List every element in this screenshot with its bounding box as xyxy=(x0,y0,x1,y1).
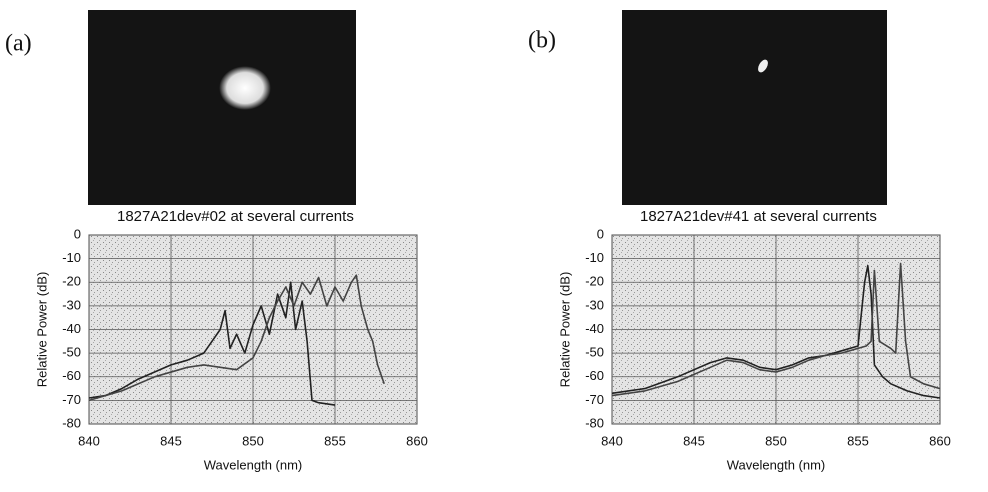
spectrum-line xyxy=(88,274,385,402)
spectrum-line xyxy=(611,264,941,399)
x-tick-label: 840 xyxy=(78,433,100,448)
chart-title: 1827A21dev#02 at several currents xyxy=(117,208,354,225)
emission-spot xyxy=(219,66,271,110)
y-axis-label: Relative Power (dB) xyxy=(34,272,49,388)
x-tick-label: 850 xyxy=(242,433,264,448)
y-tick-label: -40 xyxy=(585,321,604,336)
x-tick-label: 840 xyxy=(601,433,623,448)
x-tick-label: 845 xyxy=(160,433,182,448)
panel-label: (a) xyxy=(5,31,32,57)
spectrum-line xyxy=(88,281,336,406)
x-axis-label: Wavelength (nm) xyxy=(204,457,303,472)
x-tick-label: 860 xyxy=(406,433,428,448)
y-tick-label: -50 xyxy=(585,345,604,360)
spectrum-line xyxy=(611,262,941,397)
near-field-image xyxy=(622,10,887,205)
y-tick-label: -60 xyxy=(585,368,604,383)
y-tick-label: -10 xyxy=(585,250,604,265)
x-tick-label: 850 xyxy=(765,433,787,448)
x-tick-label: 855 xyxy=(847,433,869,448)
y-tick-label: -30 xyxy=(62,297,81,312)
y-tick-label: -70 xyxy=(585,392,604,407)
x-tick-label: 860 xyxy=(929,433,951,448)
x-tick-label: 855 xyxy=(324,433,346,448)
y-tick-label: -10 xyxy=(62,250,81,265)
y-tick-label: -80 xyxy=(62,415,81,430)
near-field-image xyxy=(88,10,356,205)
y-tick-label: -60 xyxy=(62,368,81,383)
y-tick-label: -20 xyxy=(585,274,604,289)
emission-spot xyxy=(758,59,768,73)
chart-title: 1827A21dev#41 at several currents xyxy=(640,208,877,225)
y-tick-label: -50 xyxy=(62,345,81,360)
y-tick-label: -30 xyxy=(585,297,604,312)
y-tick-label: -20 xyxy=(62,274,81,289)
y-axis-label: Relative Power (dB) xyxy=(557,272,572,388)
y-tick-label: 0 xyxy=(74,226,81,241)
y-tick-label: -70 xyxy=(62,392,81,407)
x-axis-label: Wavelength (nm) xyxy=(727,457,826,472)
y-tick-label: -40 xyxy=(62,321,81,336)
y-tick-label: -80 xyxy=(585,415,604,430)
panel-label: (b) xyxy=(528,28,556,54)
x-tick-label: 845 xyxy=(683,433,705,448)
y-tick-label: 0 xyxy=(597,226,604,241)
